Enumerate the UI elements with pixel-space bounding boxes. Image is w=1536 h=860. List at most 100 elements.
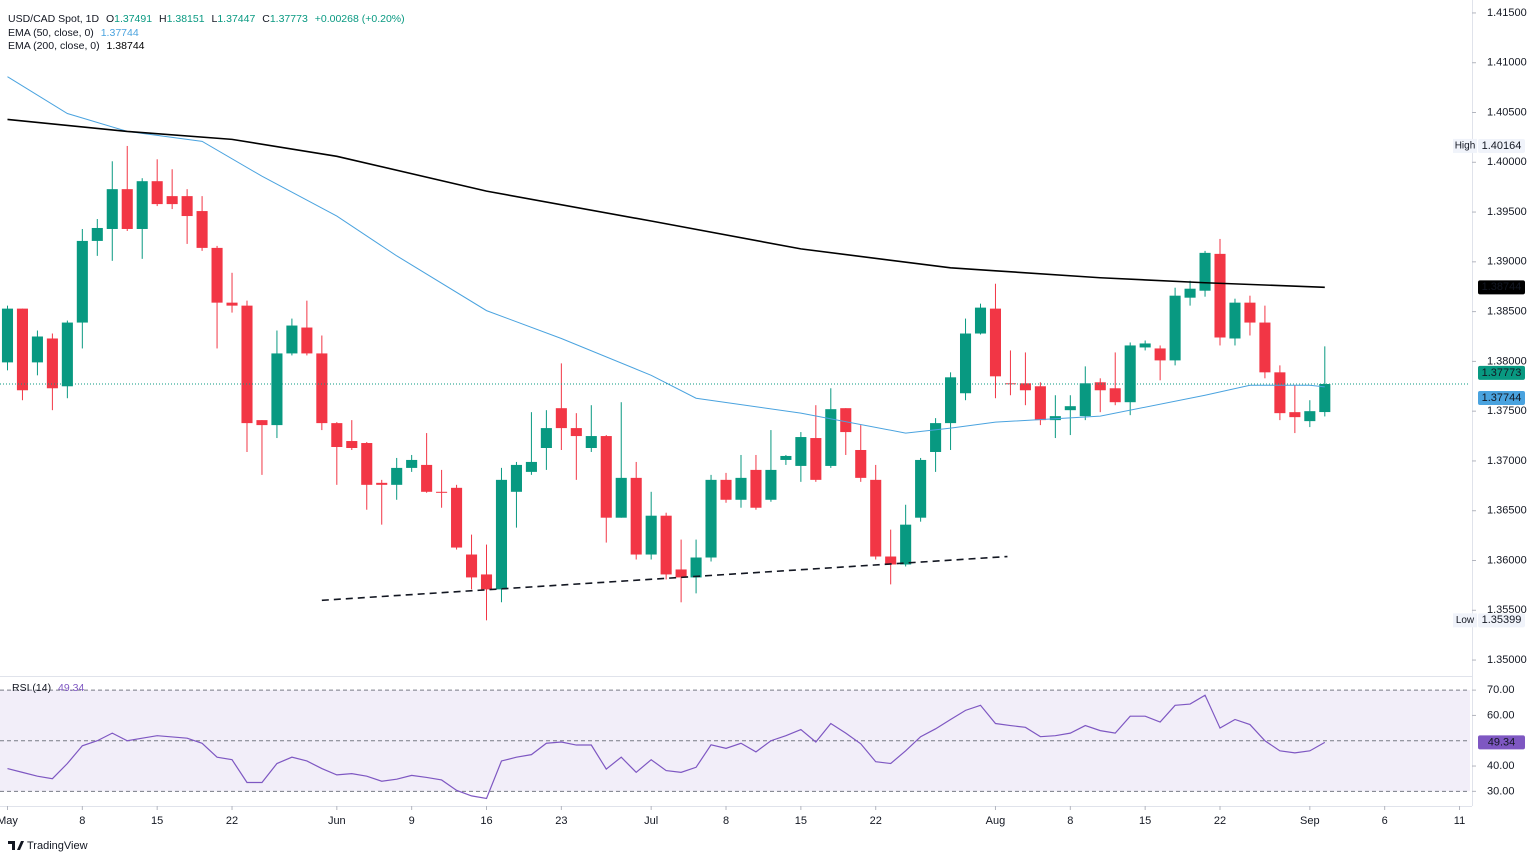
low-letter: L xyxy=(212,13,218,25)
ema50-badge: 1.37744 xyxy=(1482,392,1522,404)
candle-body xyxy=(825,409,837,466)
x-tick-label: 23 xyxy=(555,815,567,827)
ema200-badge-bg xyxy=(1478,280,1525,295)
candle-body xyxy=(61,322,73,387)
y-tick-label: 1.35000 xyxy=(1487,654,1527,666)
high-value: 1.38151 xyxy=(167,13,205,25)
candle-body xyxy=(840,408,852,433)
legend-value: 49.34 xyxy=(58,682,84,694)
candle-body xyxy=(959,333,972,394)
x-tick-label: 15 xyxy=(795,815,807,827)
candle-body xyxy=(600,436,612,518)
x-tick-label: 22 xyxy=(870,815,882,827)
x-tick-label: 8 xyxy=(79,815,85,827)
last-price-badge-bg xyxy=(1478,365,1525,380)
open-value: 1.37491 xyxy=(114,13,152,25)
candle-body xyxy=(615,477,627,518)
close-letter: C xyxy=(262,13,270,25)
x-tick-label: May xyxy=(0,815,18,827)
candle-body xyxy=(1319,383,1331,413)
x-tick-label: 11 xyxy=(1454,815,1465,827)
logo-icon xyxy=(8,841,24,850)
y-tick-label: 1.41500 xyxy=(1487,7,1527,19)
candle-body xyxy=(735,477,747,500)
candle-body xyxy=(151,181,163,205)
y-tick-label: 1.40000 xyxy=(1487,156,1527,168)
x-tick-label: 16 xyxy=(480,815,492,827)
y-tick-label: 1.39500 xyxy=(1487,206,1527,218)
y-tick-label: 1.35500 xyxy=(1487,604,1527,616)
candle-body xyxy=(46,338,58,389)
candle-body xyxy=(1154,348,1166,361)
candle-body xyxy=(211,247,223,303)
logo-text: TradingView xyxy=(27,840,88,852)
candle-body xyxy=(271,353,283,426)
candle-body xyxy=(945,377,957,424)
candle-body xyxy=(136,181,148,229)
y-tick-label: 1.38000 xyxy=(1487,355,1527,367)
candle-body xyxy=(795,437,807,466)
candle-body xyxy=(286,325,298,354)
x-tick-label: Sep xyxy=(1300,815,1320,827)
price-panel xyxy=(0,76,1470,621)
x-tick-label: Aug xyxy=(986,815,1006,827)
candle-body xyxy=(196,211,208,248)
candle-body xyxy=(1004,383,1016,385)
candle-body xyxy=(406,459,418,468)
rsi-line xyxy=(7,694,1326,800)
candle-body xyxy=(495,479,508,590)
candle-body xyxy=(1124,345,1136,403)
x-tick-label: 22 xyxy=(226,815,238,827)
symbol: USD/CAD Spot, 1D xyxy=(8,13,99,25)
open-letter: O xyxy=(106,13,114,25)
candle-body xyxy=(1184,288,1196,298)
candle-body xyxy=(1064,406,1076,411)
x-tick-label: 15 xyxy=(151,815,163,827)
candle-body xyxy=(1169,295,1181,361)
candle-body xyxy=(451,487,463,548)
candle-body xyxy=(540,428,552,448)
candle-body xyxy=(331,423,343,448)
high-tag: High xyxy=(1455,141,1476,152)
candle-body xyxy=(525,461,537,472)
candle-body xyxy=(780,455,792,460)
candle-body xyxy=(241,305,253,424)
candle-body xyxy=(690,557,702,578)
ema50-badge-bg xyxy=(1478,390,1525,405)
ema200-badge: 1.38744 xyxy=(1482,281,1522,293)
candle-body xyxy=(31,336,43,363)
candle-body xyxy=(750,469,762,508)
candle-body xyxy=(720,479,732,500)
candle-body xyxy=(91,227,103,241)
candle-body xyxy=(989,308,1002,377)
close-value: 1.37773 xyxy=(270,13,308,25)
high-badge: 1.40164 xyxy=(1482,140,1522,152)
candle-body xyxy=(106,189,118,229)
candle-body xyxy=(1034,386,1046,421)
candle-body xyxy=(930,423,942,452)
ema200-legend: EMA (200, close, 0) 1.38744 xyxy=(8,40,145,52)
candle-body xyxy=(166,196,178,205)
candle-body xyxy=(1109,388,1121,403)
x-tick-label: 15 xyxy=(1139,815,1151,827)
candle-body xyxy=(555,408,567,429)
candle-body xyxy=(1214,253,1226,338)
candle-body xyxy=(1139,343,1151,348)
low-badge: 1.35399 xyxy=(1482,614,1522,626)
y-tick-label: 1.36500 xyxy=(1487,505,1527,517)
rsi-tick-label: 70.00 xyxy=(1487,684,1515,696)
candle-body xyxy=(76,240,88,323)
candle-body xyxy=(855,449,867,478)
candle-body xyxy=(675,569,687,578)
candle-body xyxy=(226,302,238,306)
candle-body xyxy=(181,196,193,217)
high-badge-bg xyxy=(1478,138,1525,153)
candle-body xyxy=(1049,416,1061,421)
x-tick-label: 9 xyxy=(409,815,415,827)
candle-body xyxy=(1079,383,1091,417)
y-tick-label: 1.41000 xyxy=(1487,57,1527,69)
y-tick-label: 1.37500 xyxy=(1487,405,1527,417)
y-tick-label: 1.36000 xyxy=(1487,554,1527,566)
rsi-badge: 49.34 xyxy=(1488,736,1516,748)
change: +0.00268 (+0.20%) xyxy=(315,13,405,25)
